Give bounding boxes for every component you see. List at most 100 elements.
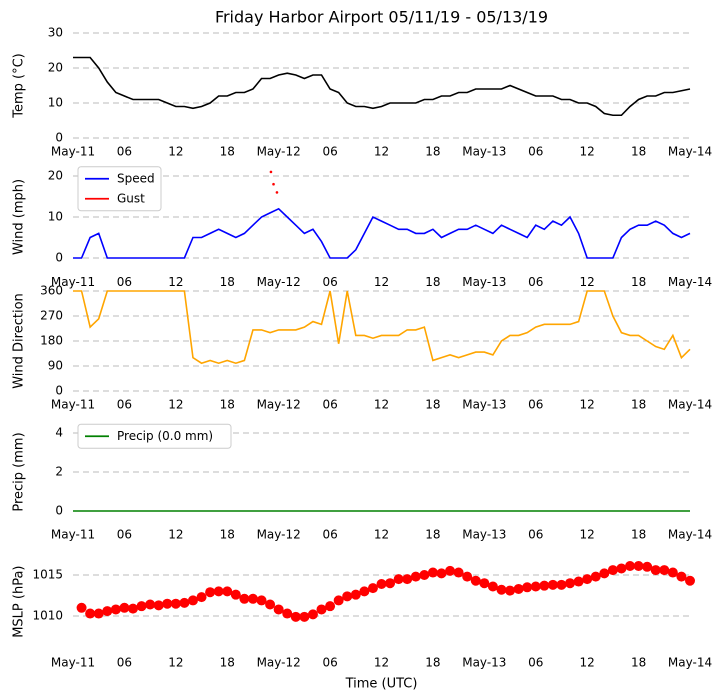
x-tick-label: May-13 — [462, 527, 506, 541]
y-tick-label: 270 — [40, 309, 63, 323]
data-point — [496, 584, 507, 595]
x-tick-label: 12 — [580, 398, 595, 412]
data-point — [102, 606, 113, 617]
x-tick-label: 12 — [374, 275, 389, 289]
x-tick-label: 18 — [631, 398, 646, 412]
y-tick-label: 0 — [55, 504, 63, 518]
x-tick-label: 12 — [168, 527, 183, 541]
x-tick-label: 06 — [117, 275, 132, 289]
data-point — [685, 575, 695, 586]
x-tick-label: 06 — [322, 145, 337, 159]
data-point — [162, 598, 173, 609]
data-point — [642, 561, 653, 572]
data-point — [247, 593, 258, 604]
data-point — [119, 602, 130, 613]
x-tick-label: 06 — [117, 145, 132, 159]
y-tick-label: 0 — [55, 131, 63, 145]
legend-label: Gust — [117, 191, 145, 205]
data-line — [73, 207, 691, 259]
x-tick-label: 06 — [528, 655, 543, 669]
x-tick-label: 18 — [220, 527, 235, 541]
x-tick-label: May-12 — [257, 145, 301, 159]
data-point — [487, 581, 498, 592]
x-tick-label: 18 — [631, 275, 646, 289]
data-point — [633, 560, 644, 571]
x-tick-label: May-14 — [668, 398, 712, 412]
x-tick-label: 06 — [322, 398, 337, 412]
data-point — [590, 571, 601, 582]
x-tick-label: 12 — [374, 655, 389, 669]
x-tick-label: 06 — [322, 655, 337, 669]
x-tick-label: May-11 — [51, 398, 95, 412]
x-tick-label: 18 — [631, 527, 646, 541]
data-point — [359, 586, 370, 597]
x-tick-label: 06 — [528, 145, 543, 159]
legend-label: Speed — [117, 171, 155, 185]
data-point — [650, 565, 661, 576]
x-tick-label: 12 — [168, 398, 183, 412]
x-tick-label: 18 — [425, 275, 440, 289]
data-point — [367, 583, 378, 594]
data-point — [462, 571, 473, 582]
y-axis-label: Precip (mm) — [12, 432, 27, 511]
y-tick-label: 10 — [48, 96, 63, 110]
data-point — [479, 578, 490, 589]
data-point — [290, 611, 301, 622]
x-tick-label: 12 — [374, 398, 389, 412]
y-tick-label: 4 — [55, 426, 63, 440]
x-tick-label: 18 — [220, 275, 235, 289]
data-point — [582, 574, 593, 585]
data-point — [325, 601, 336, 612]
data-point — [599, 568, 610, 579]
y-tick-label: 20 — [48, 61, 63, 75]
data-point — [522, 582, 533, 593]
x-tick-label: May-13 — [462, 398, 506, 412]
chart-title: Friday Harbor Airport 05/11/19 - 05/13/1… — [215, 8, 548, 27]
x-tick-label: May-11 — [51, 655, 95, 669]
x-tick-label: 12 — [580, 275, 595, 289]
x-tick-label: 18 — [425, 145, 440, 159]
x-tick-label: 06 — [322, 527, 337, 541]
x-tick-label: May-12 — [257, 655, 301, 669]
x-tick-label: 12 — [580, 655, 595, 669]
x-tick-label: May-11 — [51, 527, 95, 541]
data-point — [213, 586, 224, 597]
x-tick-label: 12 — [374, 527, 389, 541]
data-point — [153, 600, 164, 611]
data-point — [85, 608, 96, 619]
data-point — [530, 581, 541, 592]
data-point — [187, 595, 198, 606]
data-point — [573, 576, 584, 587]
x-tick-label: May-13 — [462, 145, 506, 159]
data-point — [256, 595, 267, 606]
x-tick-label: May-12 — [257, 275, 301, 289]
x-tick-label: 18 — [425, 398, 440, 412]
data-point — [342, 591, 353, 602]
data-point — [625, 560, 636, 571]
y-tick-label: 0 — [55, 251, 63, 265]
y-tick-label: 20 — [48, 169, 63, 183]
x-tick-label: May-11 — [51, 145, 95, 159]
y-tick-label: 360 — [40, 284, 63, 298]
data-point — [205, 587, 216, 598]
data-point — [385, 578, 396, 589]
data-point — [556, 579, 567, 590]
x-tick-label: 18 — [425, 655, 440, 669]
data-point — [230, 589, 241, 600]
x-axis-label: Time (UTC) — [345, 677, 418, 692]
x-tick-label: 12 — [168, 145, 183, 159]
data-point — [393, 574, 404, 585]
data-point — [427, 567, 438, 578]
x-tick-label: 12 — [374, 145, 389, 159]
y-tick-label: 1010 — [32, 609, 63, 623]
x-tick-label: 06 — [528, 398, 543, 412]
y-tick-label: 2 — [55, 465, 63, 479]
y-tick-label: 0 — [55, 384, 63, 398]
data-point — [273, 604, 284, 615]
data-point — [127, 603, 138, 614]
x-tick-label: May-12 — [257, 527, 301, 541]
x-tick-label: 18 — [220, 145, 235, 159]
data-point — [333, 595, 344, 606]
data-point — [299, 611, 310, 622]
